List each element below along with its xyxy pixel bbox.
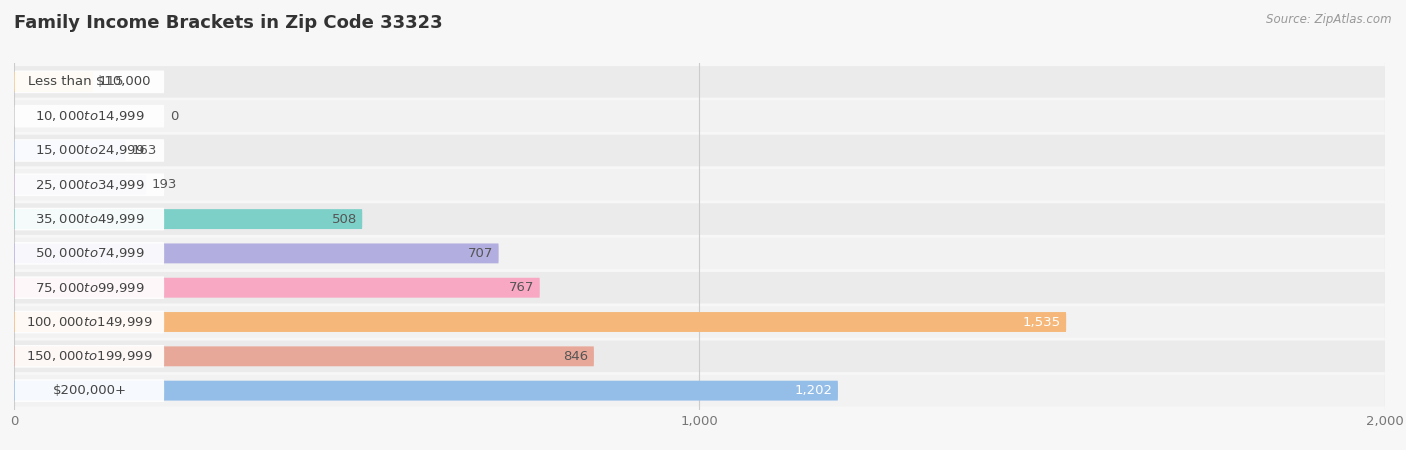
Text: 1,535: 1,535 [1022, 315, 1060, 328]
FancyBboxPatch shape [14, 71, 165, 93]
FancyBboxPatch shape [14, 341, 1385, 372]
FancyBboxPatch shape [14, 242, 165, 265]
FancyBboxPatch shape [14, 209, 363, 229]
Text: 115: 115 [98, 75, 124, 88]
Text: $200,000+: $200,000+ [52, 384, 127, 397]
FancyBboxPatch shape [14, 139, 165, 162]
Text: Family Income Brackets in Zip Code 33323: Family Income Brackets in Zip Code 33323 [14, 14, 443, 32]
Text: 163: 163 [131, 144, 156, 157]
FancyBboxPatch shape [14, 173, 165, 196]
Text: $35,000 to $49,999: $35,000 to $49,999 [35, 212, 145, 226]
FancyBboxPatch shape [14, 345, 165, 368]
FancyBboxPatch shape [14, 381, 838, 400]
FancyBboxPatch shape [14, 375, 1385, 406]
Text: Less than $10,000: Less than $10,000 [28, 75, 150, 88]
FancyBboxPatch shape [14, 346, 593, 366]
FancyBboxPatch shape [14, 276, 165, 299]
FancyBboxPatch shape [14, 238, 1385, 269]
Text: 1,202: 1,202 [794, 384, 832, 397]
FancyBboxPatch shape [14, 66, 1385, 98]
Text: 846: 846 [564, 350, 589, 363]
Text: 707: 707 [468, 247, 494, 260]
FancyBboxPatch shape [14, 278, 540, 297]
FancyBboxPatch shape [14, 140, 125, 161]
FancyBboxPatch shape [14, 100, 1385, 132]
Text: 193: 193 [152, 178, 177, 191]
FancyBboxPatch shape [14, 208, 165, 230]
FancyBboxPatch shape [14, 169, 1385, 201]
Text: $75,000 to $99,999: $75,000 to $99,999 [35, 281, 145, 295]
FancyBboxPatch shape [14, 312, 1066, 332]
FancyBboxPatch shape [14, 203, 1385, 235]
Text: 0: 0 [170, 110, 179, 123]
FancyBboxPatch shape [14, 243, 499, 263]
FancyBboxPatch shape [14, 175, 146, 195]
Text: $15,000 to $24,999: $15,000 to $24,999 [35, 144, 145, 158]
FancyBboxPatch shape [14, 72, 93, 92]
Text: $50,000 to $74,999: $50,000 to $74,999 [35, 247, 145, 261]
Text: $10,000 to $14,999: $10,000 to $14,999 [35, 109, 145, 123]
FancyBboxPatch shape [14, 105, 165, 127]
FancyBboxPatch shape [14, 272, 1385, 303]
Text: Source: ZipAtlas.com: Source: ZipAtlas.com [1267, 14, 1392, 27]
FancyBboxPatch shape [14, 310, 165, 333]
FancyBboxPatch shape [14, 379, 165, 402]
FancyBboxPatch shape [14, 306, 1385, 338]
Text: $150,000 to $199,999: $150,000 to $199,999 [27, 349, 153, 363]
FancyBboxPatch shape [14, 135, 1385, 166]
Text: 767: 767 [509, 281, 534, 294]
Text: $25,000 to $34,999: $25,000 to $34,999 [35, 178, 145, 192]
Text: 508: 508 [332, 212, 357, 225]
Text: $100,000 to $149,999: $100,000 to $149,999 [27, 315, 153, 329]
